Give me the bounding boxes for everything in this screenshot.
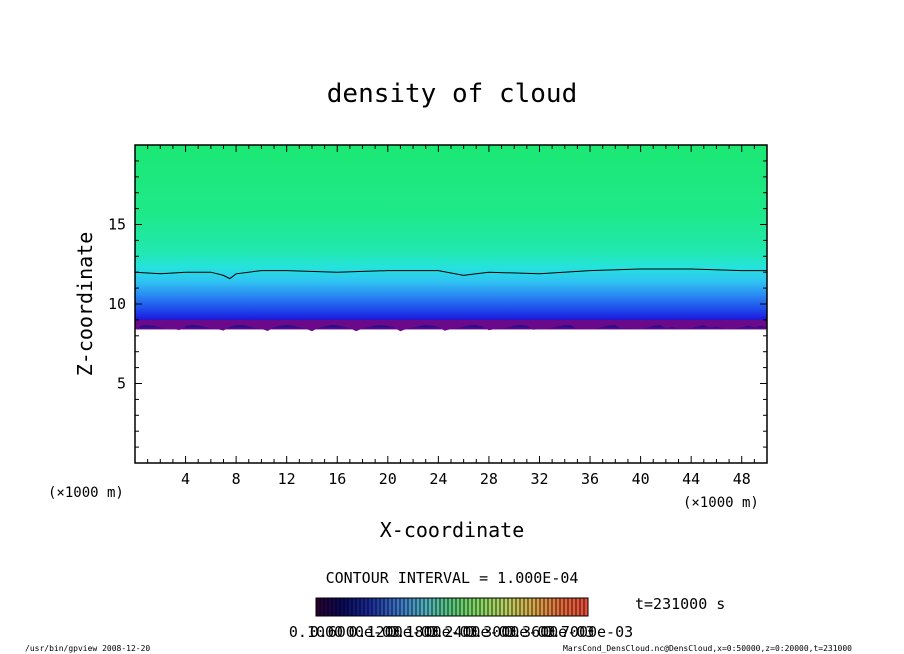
x-tick-label: 24 — [429, 470, 447, 488]
x-tick-label: 28 — [480, 470, 498, 488]
colorbar-label: 0.1800e-03 — [387, 623, 477, 641]
footer-right: MarsCond_DensCloud.nc@DensCloud,x=0:5000… — [563, 644, 852, 653]
x-tick-label: 16 — [328, 470, 346, 488]
colorbar-labels: 0.10000.6000e-030.1200e-030.1800e-030.24… — [289, 623, 633, 641]
colorbar-label: 0.3000e-03 — [465, 623, 555, 641]
y-tick-labels: 5 10 15 — [108, 216, 126, 393]
x-tick-label: 8 — [232, 470, 241, 488]
y-axis-label: Z-coordinate — [73, 232, 97, 377]
x-unit-label: (×1000 m) — [683, 495, 759, 511]
x-tick-label: 32 — [530, 470, 548, 488]
x-tick-label: 4 — [181, 470, 190, 488]
cloud-base-edge — [135, 319, 767, 332]
chart-title: density of cloud — [327, 79, 577, 109]
colorbar-label: 0.2400e-03 — [426, 623, 516, 641]
colorbar-label: 0.1200e-03 — [349, 623, 439, 641]
x-tick-label: 20 — [379, 470, 397, 488]
footer-left: /usr/bin/gpview 2008-12-20 — [25, 644, 150, 653]
colorbar-label: 0.7000e-03 — [543, 623, 633, 641]
y-tick-label: 10 — [108, 295, 126, 313]
time-label: t=231000 s — [635, 595, 725, 613]
x-tick-label: 48 — [733, 470, 751, 488]
x-tick-labels: 4 8 12 16 20 24 28 32 36 40 44 48 — [181, 470, 751, 488]
y-tick-label: 15 — [108, 216, 126, 234]
x-tick-label: 12 — [278, 470, 296, 488]
cloud-density-field — [135, 145, 767, 330]
x-tick-label: 36 — [581, 470, 599, 488]
contour-line — [135, 268, 767, 280]
colorbar-label: 0.1000 — [289, 623, 343, 641]
x-tick-label: 44 — [682, 470, 700, 488]
x-tick-label: 40 — [632, 470, 650, 488]
y-unit-label: (×1000 m) — [48, 485, 124, 501]
colorbar-label: 0.3600e-03 — [504, 623, 594, 641]
x-axis-label: X-coordinate — [380, 518, 525, 542]
axis-ticks — [135, 145, 767, 463]
y-tick-label: 5 — [117, 375, 126, 393]
contour-interval: CONTOUR INTERVAL = 1.000E-04 — [326, 569, 579, 587]
colorbar-divisions — [319, 598, 585, 616]
colorbar-label: 0.6000e-03 — [310, 623, 400, 641]
